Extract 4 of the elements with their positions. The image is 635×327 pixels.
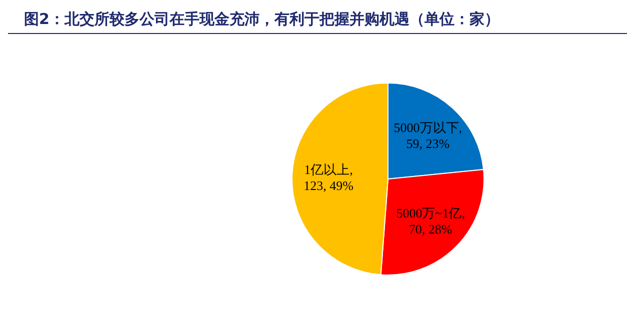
slice-label: 1亿以上: [304, 162, 350, 177]
slice-label: 5000万以下: [394, 120, 459, 135]
chart-title: 图2：北交所较多公司在手现金充沛，有利于把握并购机遇（单位：家）: [8, 8, 627, 34]
slice-label: 5000万~1亿: [396, 206, 462, 221]
